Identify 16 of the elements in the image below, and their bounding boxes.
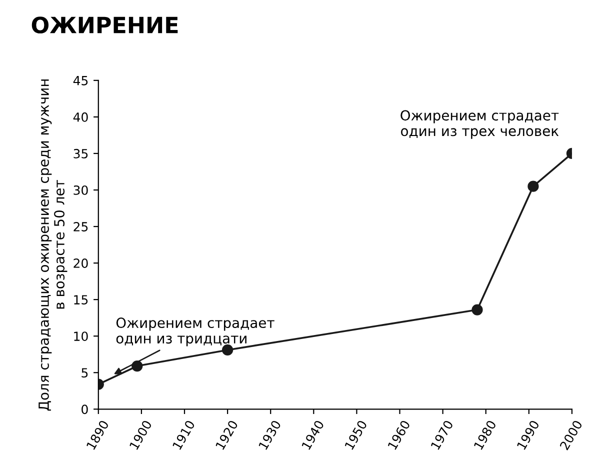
y-tick-label: 30 (74, 185, 88, 195)
y-tick-label: 20 (74, 258, 88, 268)
chart-title: ОЖИРЕНИЕ (32, 16, 178, 34)
y-tick-label: 0 (82, 404, 88, 414)
point (528, 180, 539, 192)
y-tick-label: 35 (74, 148, 88, 158)
y-tick-label: 45 (73, 76, 88, 86)
y-tick-label: 10 (74, 332, 88, 342)
y-tick-label: 25 (74, 222, 88, 232)
annotation: Ожирением страдает один из тридцати (116, 318, 274, 346)
y-axis-title: Доля страдающих ожирением среди мужчин в возрасте 50 лет (38, 79, 68, 411)
y-tick-label: 15 (74, 295, 88, 304)
annotation: Ожирением страдает один из трех человек (400, 110, 559, 139)
y-tick-label: 5 (82, 368, 88, 378)
point (472, 304, 483, 316)
y-tick-label: 40 (73, 112, 88, 122)
